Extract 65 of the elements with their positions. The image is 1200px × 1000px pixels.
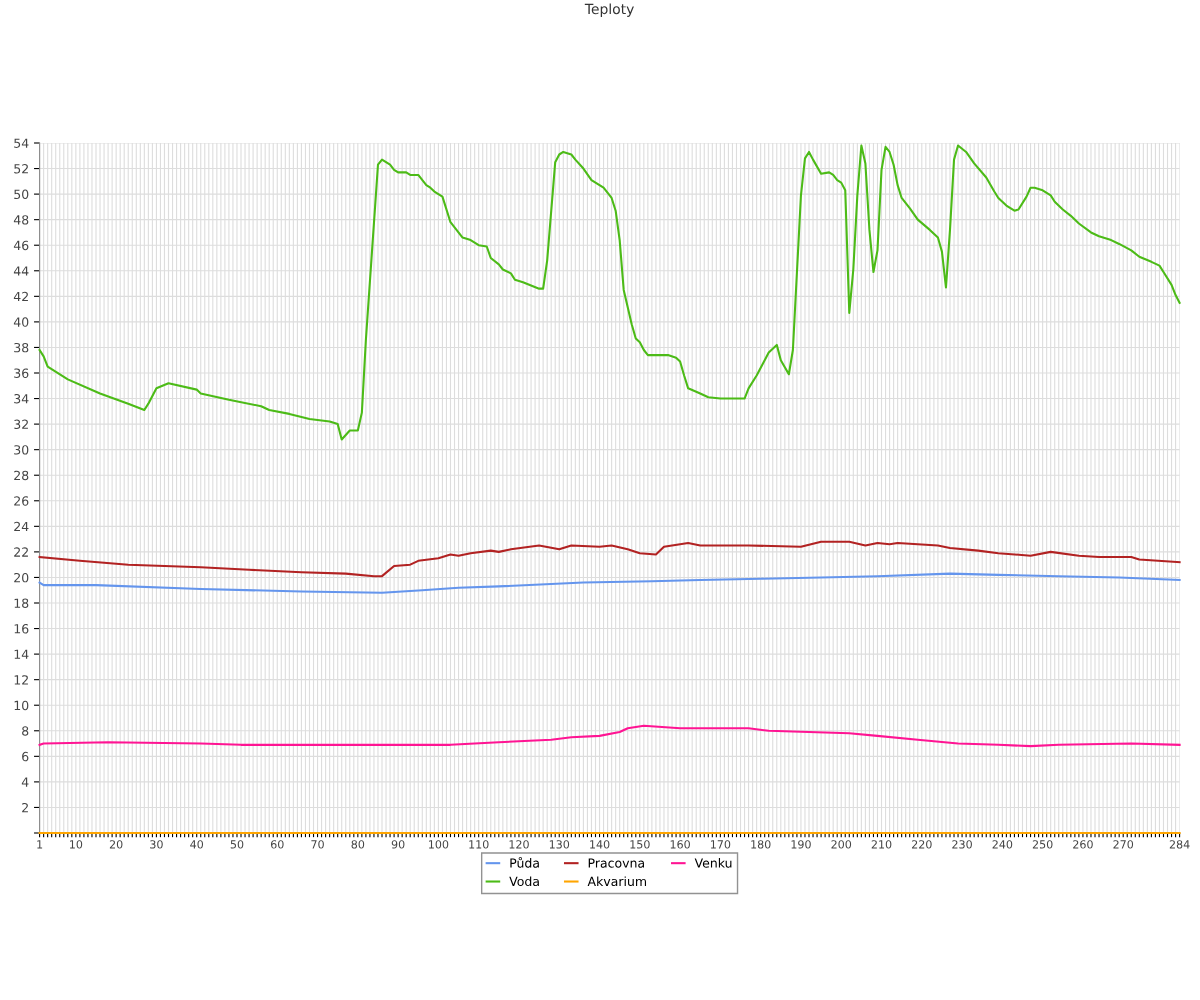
x-tick-label: 250 [1032, 840, 1053, 849]
x-tick-label: 20 [109, 840, 123, 849]
y-tick-label: 36 [14, 368, 29, 378]
x-tick-label: 210 [871, 840, 892, 849]
x-tick-label: 180 [751, 840, 771, 849]
x-tick-label: 240 [992, 840, 1013, 849]
x-tick-label: 1 [37, 840, 43, 849]
x-tick-label: 150 [630, 840, 650, 849]
legend-label: Pracovna [588, 858, 644, 868]
line-series [38, 540, 1181, 578]
y-tick-label: 48 [13, 215, 29, 225]
x-tick-label: 220 [912, 840, 932, 849]
x-tick-label: 80 [351, 840, 365, 849]
y-tick-label: 40 [13, 317, 29, 327]
line-series [38, 572, 1181, 594]
x-tick-label: 110 [469, 840, 489, 849]
y-tick-label: 32 [14, 419, 28, 430]
y-tick-label: 4 [21, 777, 29, 787]
x-tick-label: 90 [391, 840, 405, 849]
x-tick-label: 30 [150, 840, 163, 849]
y-tick-label: 16 [14, 624, 29, 634]
y-tick-label: 20 [14, 572, 29, 583]
y-tick-label: 28 [14, 470, 29, 481]
legend-label: Venku [694, 858, 732, 868]
y-tick-label: 22 [14, 547, 28, 557]
x-tick-label: 60 [270, 840, 284, 849]
y-tick-label: 44 [13, 266, 29, 276]
legend-label: Voda [509, 876, 539, 887]
x-tick-label: 140 [590, 840, 610, 849]
y-tick-label: 10 [14, 700, 29, 711]
y-tick-label: 42 [13, 291, 28, 302]
x-tick-label: 160 [670, 840, 690, 849]
x-tick-label: 130 [549, 840, 570, 849]
line-series [38, 724, 1181, 748]
y-tick-label: 50 [14, 189, 29, 200]
y-tick-label: 26 [14, 496, 29, 506]
x-tick-label: 50 [230, 840, 244, 849]
y-tick-label: 8 [22, 726, 29, 736]
y-tick-label: 18 [14, 598, 29, 608]
y-tick-label: 14 [14, 649, 29, 659]
y-tick-label: 6 [22, 751, 29, 762]
x-tick-label: 170 [710, 840, 731, 849]
x-tick-label: 10 [70, 840, 83, 849]
x-tick-label: 100 [429, 840, 449, 849]
x-tick-label: 270 [1113, 840, 1134, 849]
x-tick-label: 120 [509, 840, 529, 849]
y-tick-label: 30 [14, 445, 29, 455]
x-tick-label: 200 [831, 840, 852, 849]
legend-label: Akvarium [587, 876, 646, 887]
y-tick-label: 46 [13, 240, 29, 251]
x-tick-label: 40 [190, 840, 204, 849]
y-tick-label: 54 [14, 138, 29, 148]
y-tick-label: 34 [14, 394, 29, 404]
x-tick-label: 260 [1073, 840, 1093, 849]
y-tick-label: 2 [22, 802, 28, 813]
y-tick-label: 52 [14, 164, 28, 174]
y-tick-label: 24 [14, 521, 29, 532]
legend-label: Půda [510, 856, 539, 868]
x-tick-label: 230 [952, 840, 972, 849]
x-tick-label: 70 [311, 840, 324, 849]
y-tick-label: 38 [14, 342, 29, 353]
x-tick-label: 190 [791, 840, 811, 849]
y-tick-label: 12 [14, 675, 28, 685]
chart-title: Teploty [584, 3, 634, 17]
x-tick-label: 284 [1169, 840, 1190, 849]
